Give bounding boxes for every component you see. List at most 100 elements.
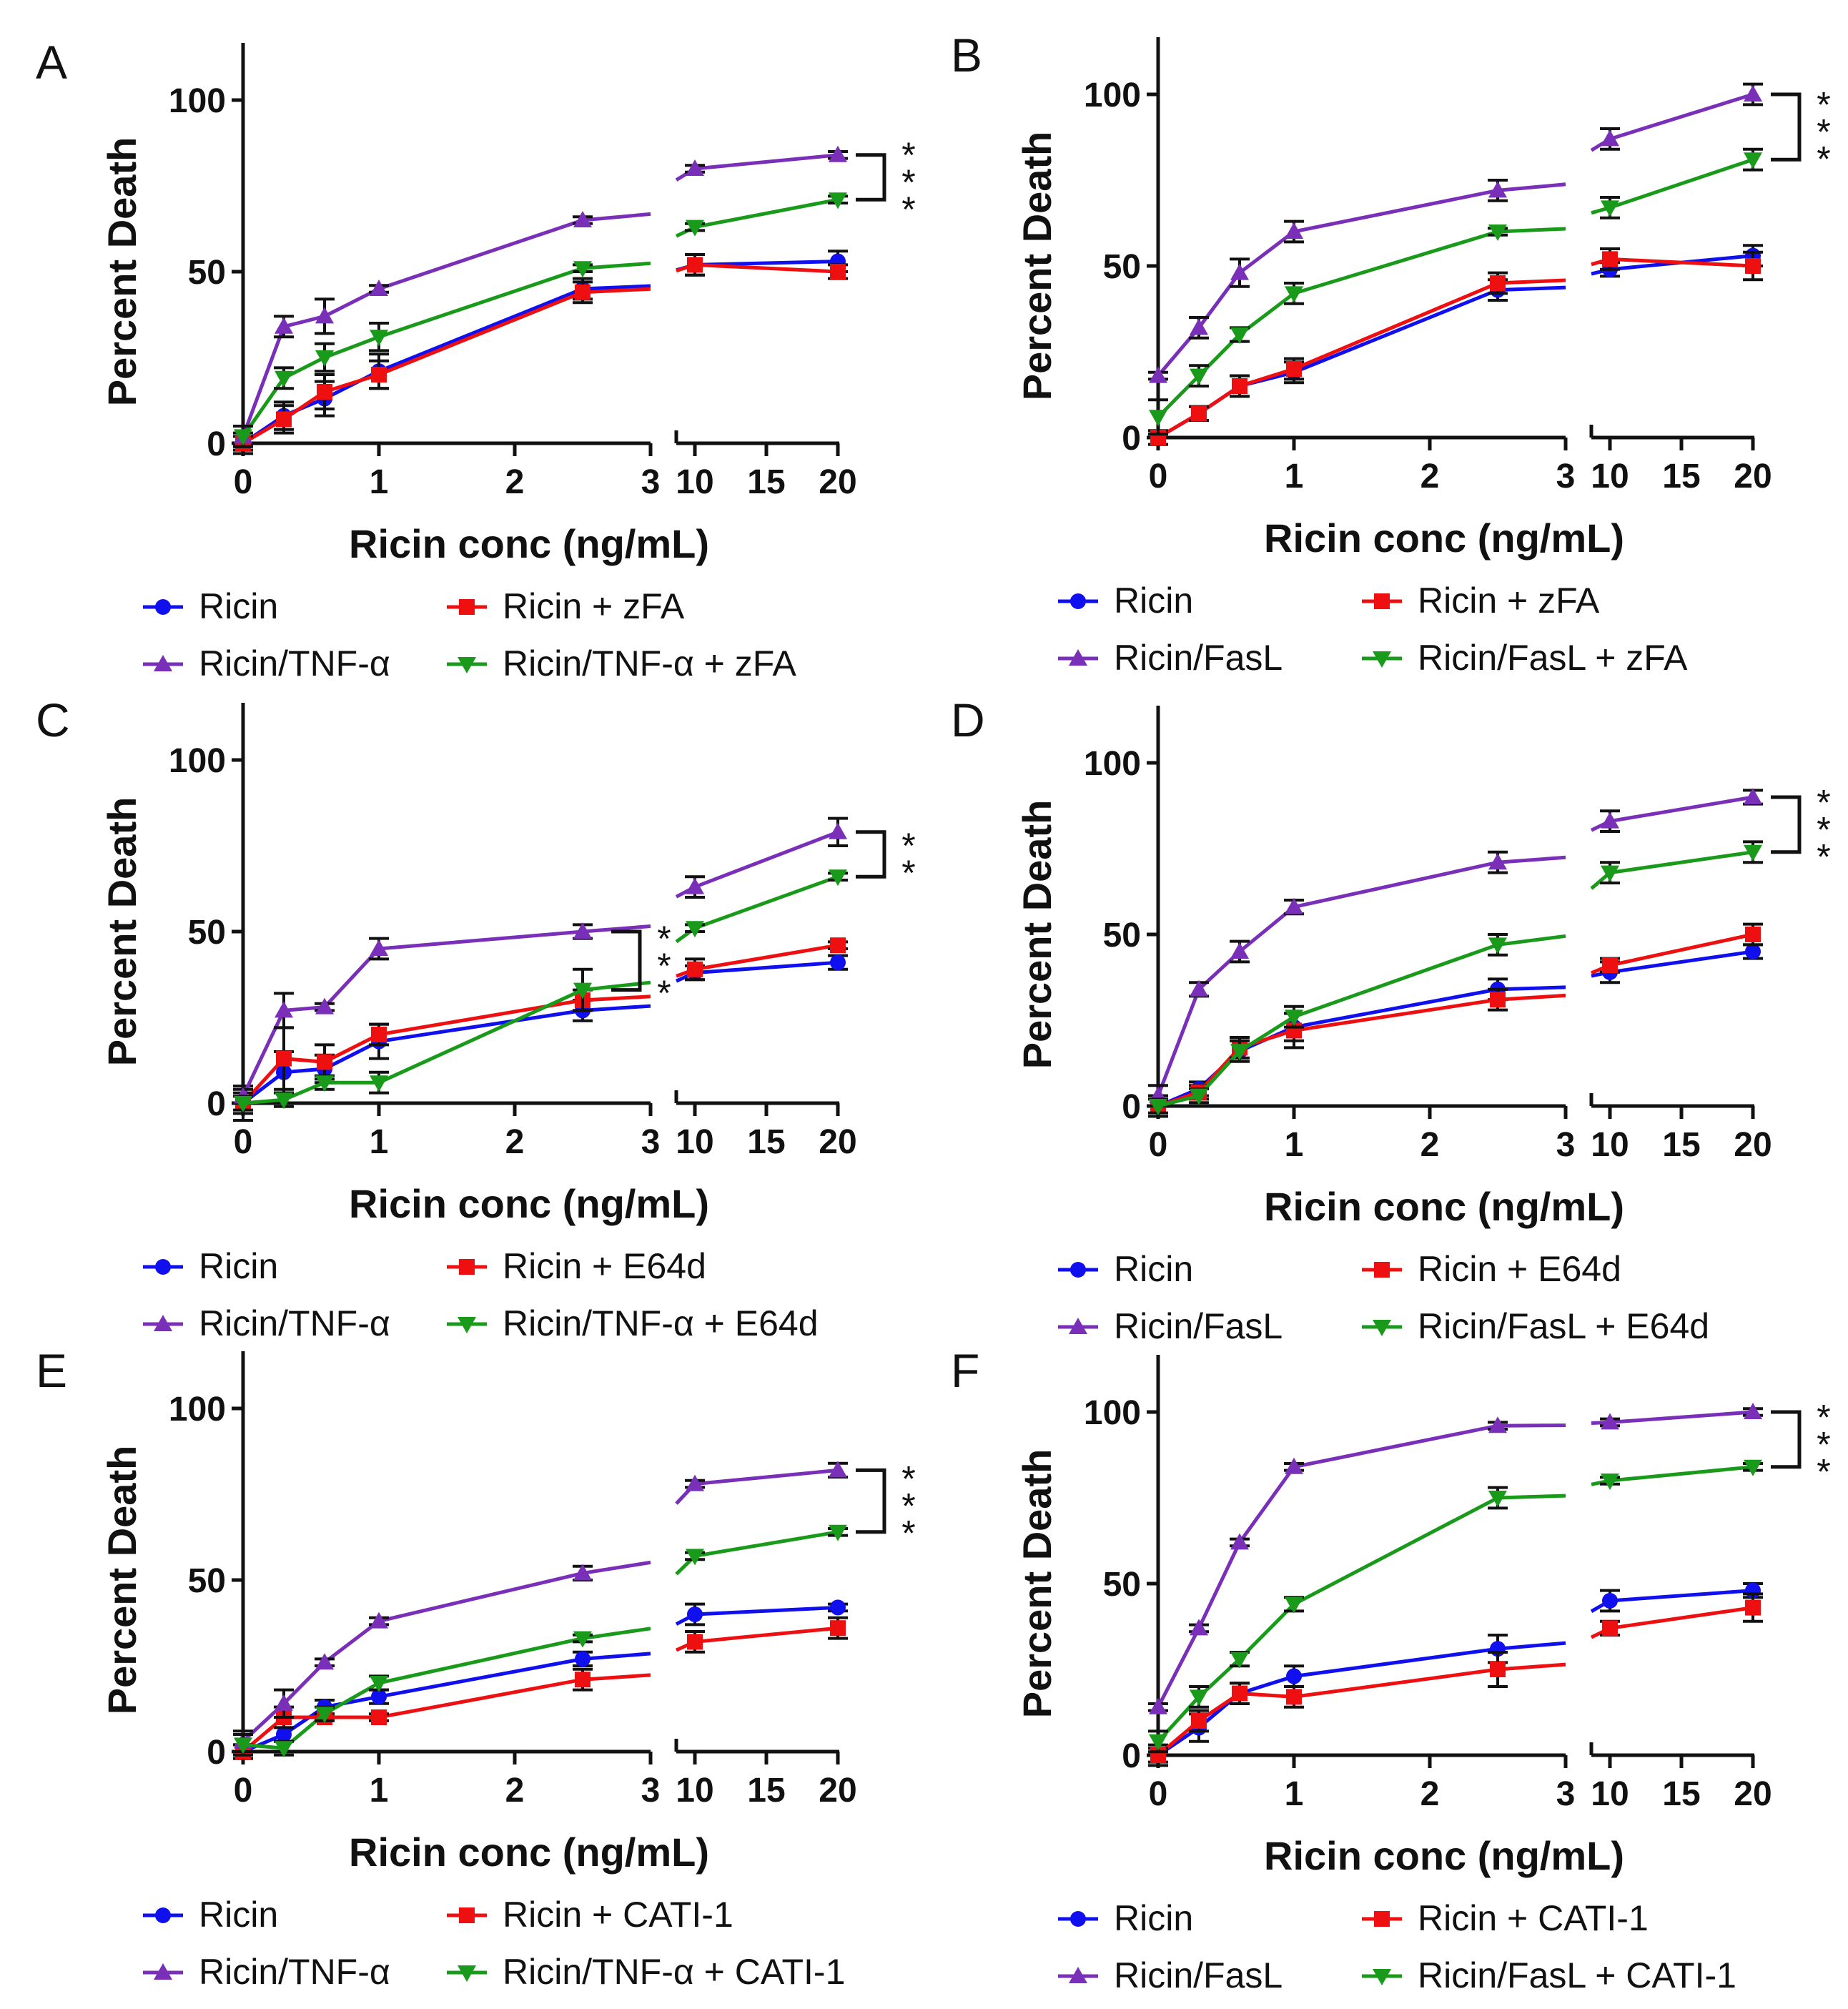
data-point bbox=[1490, 992, 1506, 1008]
significance-bracket bbox=[611, 929, 642, 992]
y-axis-label: Percent Death bbox=[99, 137, 144, 407]
legend: Ricin Ricin + CATI-1 Ricin/TNF-α Ricin/TNF-… bbox=[143, 1895, 845, 1992]
y-tick-label: 0 bbox=[1122, 420, 1141, 458]
data-point bbox=[1744, 1459, 1762, 1476]
legend: Ricin Ricin + E64d Ricin/TNF-α Ricin/TNF-α … bbox=[143, 1246, 819, 1343]
data-point bbox=[1602, 1593, 1618, 1609]
x-tick-label: 1 bbox=[370, 1772, 389, 1810]
legend-label: Ricin + zFA bbox=[503, 586, 685, 626]
data-point bbox=[830, 1620, 846, 1637]
x-tick-label: 20 bbox=[1734, 458, 1772, 495]
series-line bbox=[1157, 227, 1566, 418]
series-line bbox=[242, 1004, 651, 1105]
data-point bbox=[829, 822, 847, 839]
y-tick-label: 0 bbox=[207, 425, 226, 463]
data-point bbox=[370, 1676, 388, 1692]
data-point bbox=[1149, 410, 1167, 427]
significance-star: * bbox=[901, 853, 915, 893]
data-point bbox=[575, 1651, 591, 1667]
data-point bbox=[234, 429, 252, 446]
significance-bracket bbox=[856, 830, 886, 879]
data-point bbox=[573, 211, 592, 227]
data-point bbox=[686, 219, 704, 237]
series-line bbox=[1157, 285, 1566, 440]
y-tick-label: 100 bbox=[169, 742, 226, 780]
significance-star: * bbox=[901, 1459, 915, 1499]
data-point bbox=[830, 937, 846, 954]
data-point bbox=[1285, 1596, 1303, 1614]
x-tick-label: 10 bbox=[676, 1772, 713, 1810]
y-tick-label: 0 bbox=[1122, 1737, 1141, 1775]
significance-star: * bbox=[901, 1514, 915, 1554]
data-point bbox=[1190, 318, 1208, 335]
series-line bbox=[1157, 993, 1566, 1108]
x-tick-label: 20 bbox=[1734, 1126, 1772, 1164]
significance-bracket bbox=[1771, 92, 1802, 162]
legend-marker bbox=[1069, 1318, 1087, 1334]
x-tick-label: 1 bbox=[1285, 1126, 1304, 1164]
data-point bbox=[275, 370, 293, 388]
y-tick-label: 50 bbox=[188, 1562, 226, 1600]
data-point bbox=[1149, 1734, 1167, 1751]
legend-item: Ricin/FasL + E64d bbox=[1362, 1306, 1709, 1346]
data-point bbox=[1490, 1662, 1506, 1677]
y-tick-label: 50 bbox=[188, 914, 226, 952]
data-point bbox=[1745, 1599, 1761, 1616]
significance-star: * bbox=[901, 826, 915, 866]
significance-star: * bbox=[901, 189, 915, 229]
data-point bbox=[371, 367, 387, 382]
legend: Ricin Ricin + zFA Ricin/TNF-α Ricin/TNF-α +… bbox=[143, 586, 797, 683]
series-ricin-zfa bbox=[233, 253, 848, 452]
significance-label: * * * bbox=[657, 919, 671, 1013]
series-ricin-fasl bbox=[1148, 1403, 1763, 1714]
significance-bracket bbox=[1771, 795, 1802, 854]
series-ricin-fasl-zfa bbox=[1148, 147, 1763, 436]
series-line bbox=[242, 980, 651, 1105]
y-tick-label: 100 bbox=[169, 1391, 226, 1428]
legend: Ricin Ricin + zFA Ricin/FasL Ricin/FasL + z… bbox=[1058, 581, 1688, 678]
data-point bbox=[687, 1634, 703, 1650]
data-point bbox=[573, 261, 592, 278]
data-point bbox=[1286, 1689, 1302, 1705]
legend-label: Ricin bbox=[199, 586, 278, 626]
data-point bbox=[829, 1524, 847, 1541]
legend-item: Ricin/TNF-α bbox=[143, 1952, 390, 1992]
significance-label: * * * bbox=[1817, 782, 1830, 877]
legend-marker bbox=[155, 1259, 171, 1275]
legend-marker bbox=[458, 1965, 476, 1982]
data-point bbox=[1488, 181, 1507, 198]
data-point bbox=[830, 954, 846, 971]
data-point bbox=[234, 1737, 252, 1754]
legend-label: Ricin/TNF-α + zFA bbox=[503, 643, 797, 683]
data-point bbox=[1149, 1697, 1167, 1714]
significance-label: * * * bbox=[1817, 85, 1830, 179]
x-tick-label: 0 bbox=[234, 1123, 253, 1161]
data-point bbox=[315, 1707, 334, 1724]
data-point bbox=[686, 159, 704, 176]
series-ricin-cati-1 bbox=[233, 1616, 848, 1760]
legend-item: Ricin + E64d bbox=[447, 1246, 706, 1286]
y-axis-label: Percent Death bbox=[1014, 1449, 1059, 1719]
data-point bbox=[1190, 368, 1208, 385]
series-ricin bbox=[1148, 943, 1763, 1118]
significance-label: * * * bbox=[901, 1459, 915, 1554]
y-tick-label: 0 bbox=[207, 1085, 226, 1123]
legend-label: Ricin + E64d bbox=[503, 1246, 706, 1286]
data-point bbox=[275, 1694, 293, 1711]
x-axis-label: Ricin conc (ng/mL) bbox=[349, 521, 709, 566]
legend-item: Ricin bbox=[143, 1895, 278, 1935]
data-point bbox=[370, 1611, 388, 1629]
data-point bbox=[317, 1054, 332, 1070]
x-tick-label: 10 bbox=[1591, 1775, 1629, 1813]
data-point bbox=[1230, 1044, 1249, 1061]
x-axis-label: Ricin conc (ng/mL) bbox=[349, 1830, 709, 1875]
panel-letter: A bbox=[36, 36, 67, 89]
legend-label: Ricin/TNF-α bbox=[199, 643, 390, 683]
significance-label: * * * bbox=[1817, 1397, 1830, 1491]
x-axis-label: Ricin conc (ng/mL) bbox=[1264, 1833, 1624, 1878]
legend-marker bbox=[1374, 1262, 1390, 1278]
series-line bbox=[1156, 855, 1566, 1097]
series-line bbox=[1157, 1641, 1566, 1757]
legend-marker bbox=[1070, 1911, 1086, 1927]
